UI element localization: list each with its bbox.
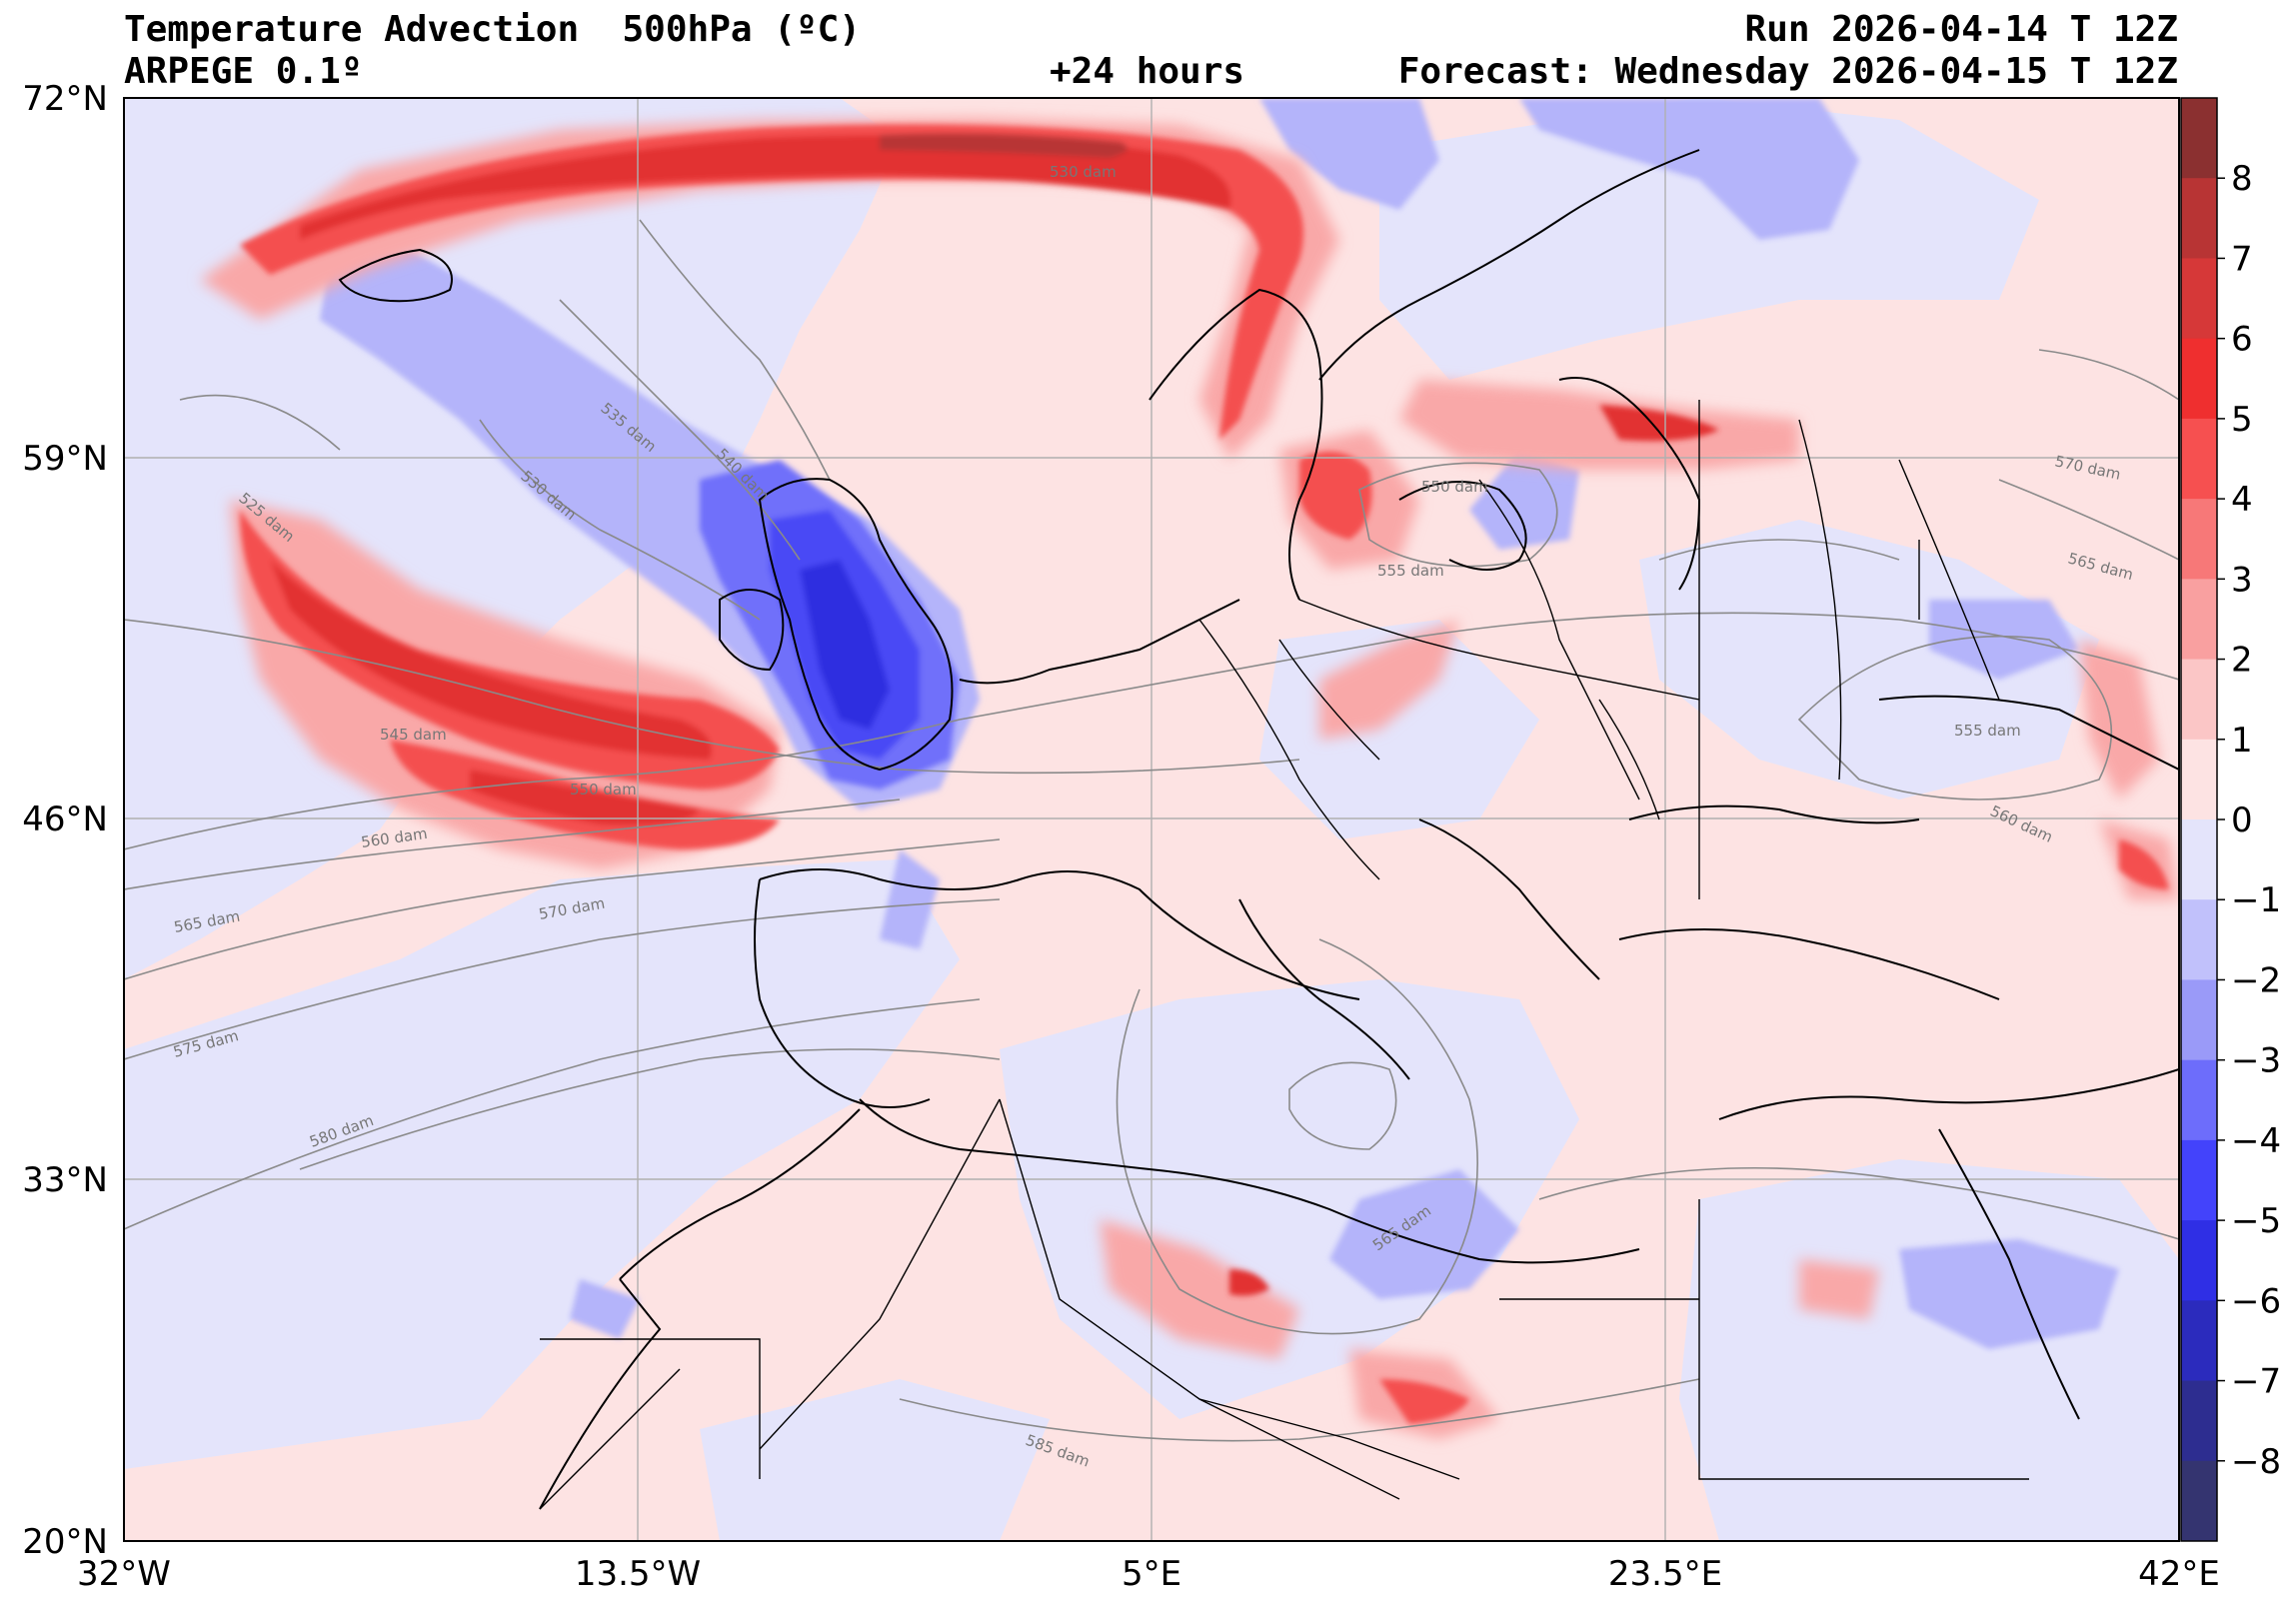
forecast-time: Forecast: Wednesday 2026-04-15 T 12Z bbox=[1397, 51, 2178, 92]
colorbar-swatch bbox=[2181, 579, 2217, 661]
colorbar-label: 5 bbox=[2231, 400, 2253, 440]
colorbar-swatch bbox=[2181, 899, 2217, 980]
colorbar-swatch bbox=[2181, 1460, 2217, 1542]
colorbar-label: −1 bbox=[2231, 880, 2281, 920]
colorbar-label: 1 bbox=[2231, 721, 2253, 761]
lat-label: 72°N bbox=[22, 79, 108, 119]
contour-label: 530 dam bbox=[1050, 163, 1117, 181]
colorbar-swatch bbox=[2181, 258, 2217, 340]
run-time: Run 2026-04-14 T 12Z bbox=[1744, 9, 2178, 50]
lon-label: 5°E bbox=[1122, 1554, 1181, 1594]
colorbar-label: 6 bbox=[2231, 320, 2253, 360]
colorbar-swatch bbox=[2181, 1220, 2217, 1301]
lat-label: 59°N bbox=[22, 439, 108, 479]
colorbar: 8 7 6 5 4 3 2 1 0 −1 −2 −3 −4 −5 −6 −7 −8 bbox=[2180, 97, 2281, 1542]
colorbar-label: 7 bbox=[2231, 239, 2253, 279]
model-name: ARPEGE 0.1º bbox=[124, 51, 363, 92]
lat-label: 33°N bbox=[22, 1160, 108, 1200]
lat-label: 46°N bbox=[22, 800, 108, 839]
cold-advection-strong bbox=[700, 460, 960, 790]
colorbar-label: −6 bbox=[2231, 1281, 2281, 1321]
lon-label: 23.5°E bbox=[1608, 1554, 1722, 1594]
map-area: 530 dam 535 dam 540 dam 530 dam 525 dam … bbox=[124, 98, 2179, 1541]
contour-label: 550 dam bbox=[570, 781, 637, 799]
colorbar-swatch bbox=[2181, 1300, 2217, 1382]
lead-time: +24 hours bbox=[1050, 51, 1245, 92]
colorbar-swatch bbox=[2181, 98, 2217, 179]
contour-label: 545 dam bbox=[380, 726, 447, 744]
colorbar-swatch bbox=[2181, 338, 2217, 420]
colorbar-label: 4 bbox=[2231, 480, 2253, 520]
plot-frame bbox=[123, 97, 2180, 1542]
colorbar-swatch bbox=[2181, 1059, 2217, 1141]
contour-label: 555 dam bbox=[1377, 562, 1444, 580]
contour-label: 550 dam bbox=[1421, 478, 1488, 496]
latitude-labels: 72°N 59°N 46°N 33°N 20°N bbox=[22, 79, 108, 1562]
colorbar-swatch bbox=[2181, 1139, 2217, 1221]
colorbar-label: −2 bbox=[2231, 960, 2281, 1000]
cold-advection-light bbox=[124, 98, 2179, 1541]
colorbar-swatch bbox=[2181, 659, 2217, 741]
colorbar-swatch bbox=[2181, 1380, 2217, 1462]
chart-title: Temperature Advection 500hPa (ºC) bbox=[124, 9, 861, 50]
coastlines bbox=[338, 149, 2179, 1510]
colorbar-label: −3 bbox=[2231, 1041, 2281, 1081]
lon-label: 32°W bbox=[77, 1554, 171, 1594]
colorbar-label: −7 bbox=[2231, 1362, 2281, 1402]
lon-label: 13.5°W bbox=[575, 1554, 701, 1594]
lat-label: 20°N bbox=[22, 1522, 108, 1562]
lon-label: 42°E bbox=[2138, 1554, 2220, 1594]
colorbar-label: 0 bbox=[2231, 801, 2253, 840]
colorbar-label: 3 bbox=[2231, 560, 2253, 600]
height-contours bbox=[124, 219, 2179, 1442]
colorbar-label: 8 bbox=[2231, 159, 2253, 199]
colorbar-swatch bbox=[2181, 499, 2217, 580]
borders bbox=[539, 400, 2029, 1510]
colorbar-label: −5 bbox=[2231, 1201, 2281, 1241]
colorbar-swatch bbox=[2181, 178, 2217, 259]
colorbar-swatch bbox=[2181, 418, 2217, 500]
colorbar-swatch bbox=[2181, 739, 2217, 820]
colorbar-swatch bbox=[2181, 979, 2217, 1061]
contour-label: 555 dam bbox=[1954, 722, 2021, 740]
warm-advection-strong bbox=[240, 124, 2169, 1424]
colorbar-label: −8 bbox=[2231, 1442, 2281, 1482]
colorbar-swatch bbox=[2181, 819, 2217, 900]
longitude-labels: 32°W 13.5°W 5°E 23.5°E 42°E bbox=[77, 1554, 2220, 1594]
colorbar-label: 2 bbox=[2231, 641, 2253, 681]
colorbar-label: −4 bbox=[2231, 1121, 2281, 1161]
